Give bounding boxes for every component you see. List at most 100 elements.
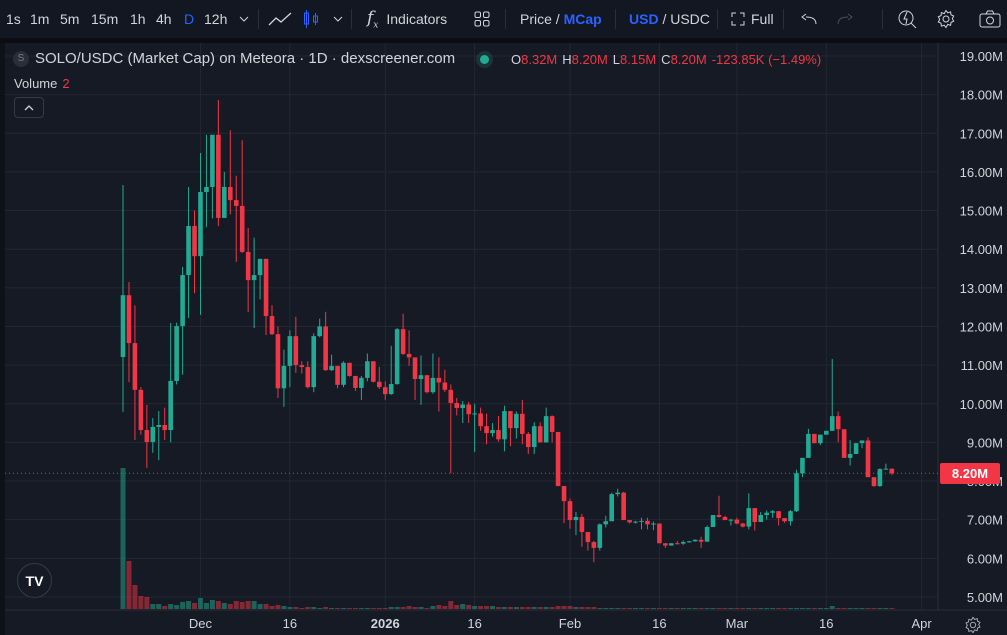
volume-bar: [758, 608, 764, 609]
interval-chevron-down-icon[interactable]: [239, 0, 249, 38]
candle-body: [168, 380, 173, 431]
candle: [835, 411, 841, 443]
chart-title[interactable]: SOLO/USDC (Market Cap) on Meteora · 1D ·…: [35, 50, 456, 67]
candle-body: [829, 416, 835, 431]
volume-bar: [132, 585, 138, 609]
candle-body: [484, 426, 489, 434]
candle-body: [293, 336, 299, 366]
candle-body: [537, 426, 543, 443]
candle: [490, 423, 495, 437]
volume-bar: [770, 608, 776, 609]
interval-5m[interactable]: 5m: [60, 11, 80, 27]
candle-body: [555, 431, 561, 487]
gear-icon[interactable]: [936, 0, 956, 38]
volume-bar: [221, 603, 227, 609]
camera-icon[interactable]: [979, 0, 1001, 38]
candle: [579, 513, 585, 547]
fullscreen-button[interactable]: Full: [731, 0, 774, 38]
candle-body: [806, 433, 811, 458]
candle: [812, 433, 817, 444]
volume-bar: [650, 608, 656, 609]
interval-1s[interactable]: 1s: [6, 11, 21, 27]
candle: [466, 401, 471, 424]
candle-body: [382, 387, 388, 395]
candle-body: [525, 433, 531, 448]
candle: [132, 305, 138, 441]
candle: [186, 186, 191, 318]
candle-body: [156, 425, 162, 427]
candle: [365, 353, 370, 382]
volume-bar: [615, 608, 621, 609]
candle: [436, 357, 442, 412]
line-chart-icon[interactable]: [268, 0, 292, 38]
volume-bar: [871, 608, 877, 609]
candle-body: [692, 539, 698, 542]
volume-bar: [495, 607, 501, 609]
volume-bar: [418, 607, 424, 609]
interval-1h[interactable]: 1h: [130, 11, 146, 27]
candle-body: [436, 377, 442, 383]
volume-bar: [776, 608, 782, 609]
candle-body: [418, 375, 424, 380]
redo-icon[interactable]: [837, 0, 853, 38]
open-value: 8.32M: [521, 52, 558, 67]
candle: [496, 416, 501, 442]
axis-settings-gear-icon[interactable]: [964, 616, 982, 634]
candle-body: [680, 542, 686, 544]
candle-body: [150, 426, 156, 443]
low-label: L: [612, 52, 621, 67]
volume-bar: [227, 604, 233, 609]
layout-grid-icon[interactable]: [474, 0, 490, 38]
close-value: 8.20M: [670, 52, 707, 67]
candle: [263, 258, 269, 335]
volume-bar: [734, 608, 740, 609]
chevron-up-icon: [24, 104, 34, 110]
candle-body: [502, 411, 507, 440]
collapse-legend-button[interactable]: [14, 97, 44, 118]
candle-body: [543, 416, 549, 443]
interval-d[interactable]: D: [184, 11, 195, 27]
indicators-button[interactable]: fx Indicators: [367, 0, 447, 38]
candle: [704, 525, 710, 542]
volume-bar: [811, 608, 817, 609]
candlestick-icon[interactable]: [303, 0, 319, 38]
alert-icon[interactable]: [898, 0, 918, 38]
candle: [251, 237, 257, 329]
interval-15m[interactable]: 15m: [91, 11, 119, 27]
chart-type-chevron-down-icon[interactable]: [333, 0, 343, 38]
volume-bar: [263, 604, 269, 609]
undo-icon[interactable]: [801, 0, 817, 38]
volume-bar: [698, 608, 704, 609]
price-mcap-toggle[interactable]: Price / MCap: [520, 0, 602, 38]
candle-body: [371, 361, 376, 382]
x-tick-label: 16: [819, 616, 833, 631]
volume-bar: [835, 608, 841, 609]
interval-1m[interactable]: 1m: [30, 11, 50, 27]
volume-bar: [299, 608, 305, 609]
candle-body: [585, 532, 591, 543]
x-tick-label: Mar: [726, 616, 749, 631]
candle: [216, 100, 221, 227]
candle: [281, 349, 287, 407]
candle: [877, 468, 883, 487]
close-label: C: [661, 52, 671, 67]
candle-body: [573, 516, 579, 521]
volume-bar: [293, 607, 299, 609]
usd-usdc-toggle[interactable]: USD / USDC: [629, 0, 710, 38]
candle-body: [162, 425, 168, 431]
interval-12h[interactable]: 12h: [204, 11, 228, 27]
tradingview-logo[interactable]: TV: [17, 563, 52, 598]
candles: [120, 100, 895, 563]
y-tick-label: 14.00M: [960, 242, 1003, 257]
volume-legend[interactable]: Volume 2: [14, 76, 70, 91]
candle: [311, 333, 317, 393]
candle-body: [859, 440, 865, 444]
candle: [156, 411, 162, 461]
interval-4h[interactable]: 4h: [156, 11, 172, 27]
candle: [806, 428, 811, 458]
volume-bar: [400, 607, 406, 609]
volume-bar: [442, 606, 448, 609]
candle: [222, 171, 227, 218]
candle-body: [227, 186, 233, 201]
